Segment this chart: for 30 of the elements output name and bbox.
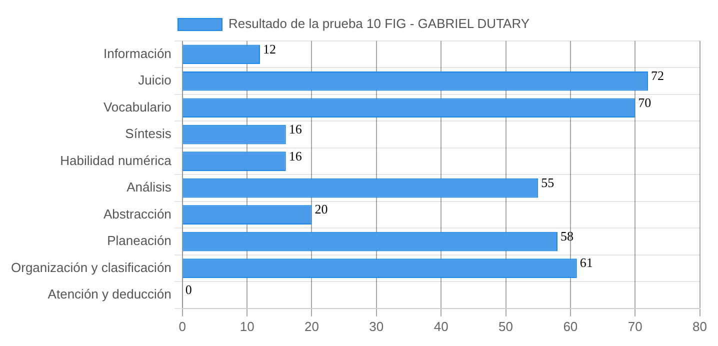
y-tick-label: Planeación: [107, 233, 172, 248]
legend-label: Resultado de la prueba 10 FIG - GABRIEL DUTARY: [228, 16, 530, 32]
data-label: 16: [288, 148, 302, 164]
y-tick-label: Información: [103, 46, 172, 61]
x-tick-label: 50: [498, 318, 513, 334]
x-tick-label: 60: [563, 318, 578, 334]
y-tick-label: Juicio: [138, 72, 172, 88]
y-tick-label: Atención y deducción: [48, 286, 172, 302]
y-tick-label: Síntesis: [125, 126, 172, 142]
y-tick-label: Abstracción: [103, 206, 172, 222]
data-label: 20: [314, 202, 328, 217]
x-tick-label: 30: [369, 318, 384, 334]
data-label: 0: [185, 282, 192, 297]
y-tick-label: Habilidad numérica: [60, 152, 172, 168]
x-tick-label: 80: [692, 318, 708, 334]
data-label: 55: [541, 174, 554, 190]
data-label: 61: [580, 255, 593, 270]
data-label: 72: [651, 68, 664, 84]
data-label: 58: [560, 228, 574, 244]
y-tick-label: Organización y clasificación: [11, 260, 172, 275]
y-tick-label: Análisis: [126, 180, 172, 195]
x-tick-label: 10: [240, 318, 254, 334]
x-tick-label: 0: [178, 318, 186, 334]
x-tick-label: 40: [434, 318, 448, 334]
data-label: 70: [638, 94, 652, 110]
y-tick-label: Vocabulario: [103, 99, 172, 114]
data-label: 12: [263, 41, 276, 56]
x-tick-label: 70: [628, 318, 642, 334]
x-tick-label: 20: [304, 318, 319, 334]
data-label: 16: [288, 122, 302, 137]
